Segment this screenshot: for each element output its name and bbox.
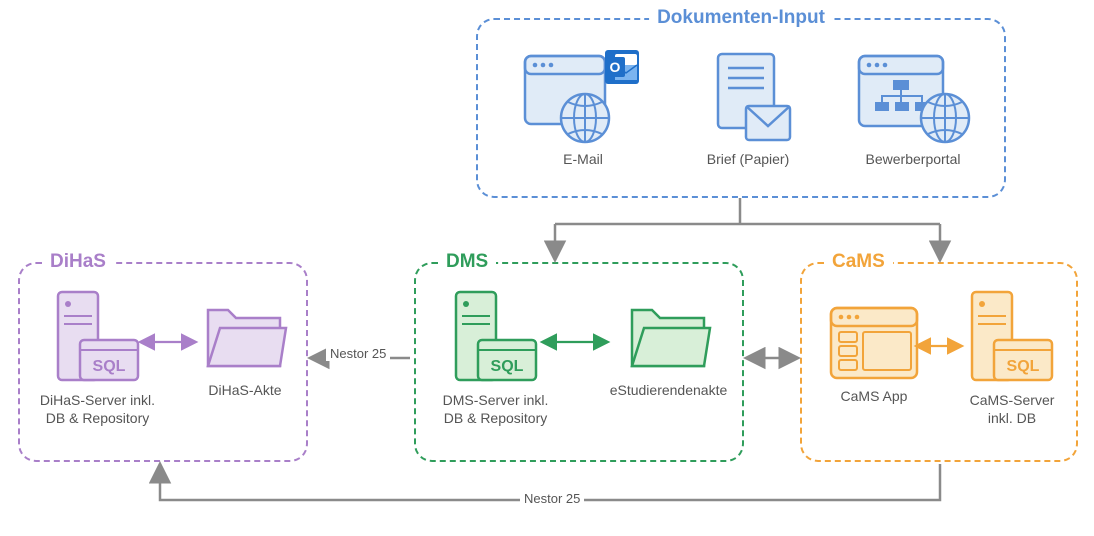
cams-server-label: CaMS-Server inkl. DB [952,392,1072,427]
group-cams: CaMS CaMS App SQL CaMS-Server inkl. DB [800,262,1078,462]
svg-text:O: O [610,59,621,75]
email-label: E-Mail [513,151,653,169]
portal-label: Bewerberportal [838,151,988,169]
svg-text:SQL: SQL [92,358,125,375]
node-dihas-folder: DiHaS-Akte [190,306,300,400]
group-dms-title: DMS [438,251,496,273]
svg-text:SQL: SQL [490,358,523,375]
portal-icon [853,50,973,145]
group-dms: DMS SQL DMS-Server inkl. DB & Repository… [414,262,744,462]
node-email: O E-Mail [513,50,653,169]
cams-app-label: CaMS App [814,388,934,406]
node-dihas-server: SQL DiHaS-Server inkl. DB & Repository [30,286,165,427]
server-icon: SQL [48,286,148,386]
app-icon [827,304,921,382]
email-icon: O [523,50,643,145]
nestor-label-bottom: Nestor 25 [520,491,584,506]
server-icon: SQL [962,286,1062,386]
server-icon: SQL [446,286,546,386]
node-portal: Bewerberportal [838,50,988,169]
dms-server-label: DMS-Server inkl. DB & Repository [428,392,563,427]
brief-label: Brief (Papier) [678,151,818,169]
node-dms-folder: eStudierendenakte [601,306,736,400]
node-cams-app: CaMS App [814,304,934,406]
nestor-label-top: Nestor 25 [326,346,390,361]
dms-folder-label: eStudierendenakte [601,382,736,400]
group-dihas-title: DiHaS [42,251,114,273]
group-dihas: DiHaS SQL DiHaS-Server inkl. DB & Reposi… [18,262,308,462]
group-cams-title: CaMS [824,251,893,273]
node-dms-server: SQL DMS-Server inkl. DB & Repository [428,286,563,427]
dihas-server-label: DiHaS-Server inkl. DB & Repository [30,392,165,427]
group-input: Dokumenten-Input O E-Mail [476,18,1006,198]
folder-icon [202,306,288,376]
svg-text:SQL: SQL [1007,358,1040,375]
node-cams-server: SQL CaMS-Server inkl. DB [952,286,1072,427]
dihas-folder-label: DiHaS-Akte [190,382,300,400]
folder-icon [626,306,712,376]
brief-icon [698,50,798,145]
node-brief: Brief (Papier) [678,50,818,169]
group-input-title: Dokumenten-Input [649,7,833,29]
